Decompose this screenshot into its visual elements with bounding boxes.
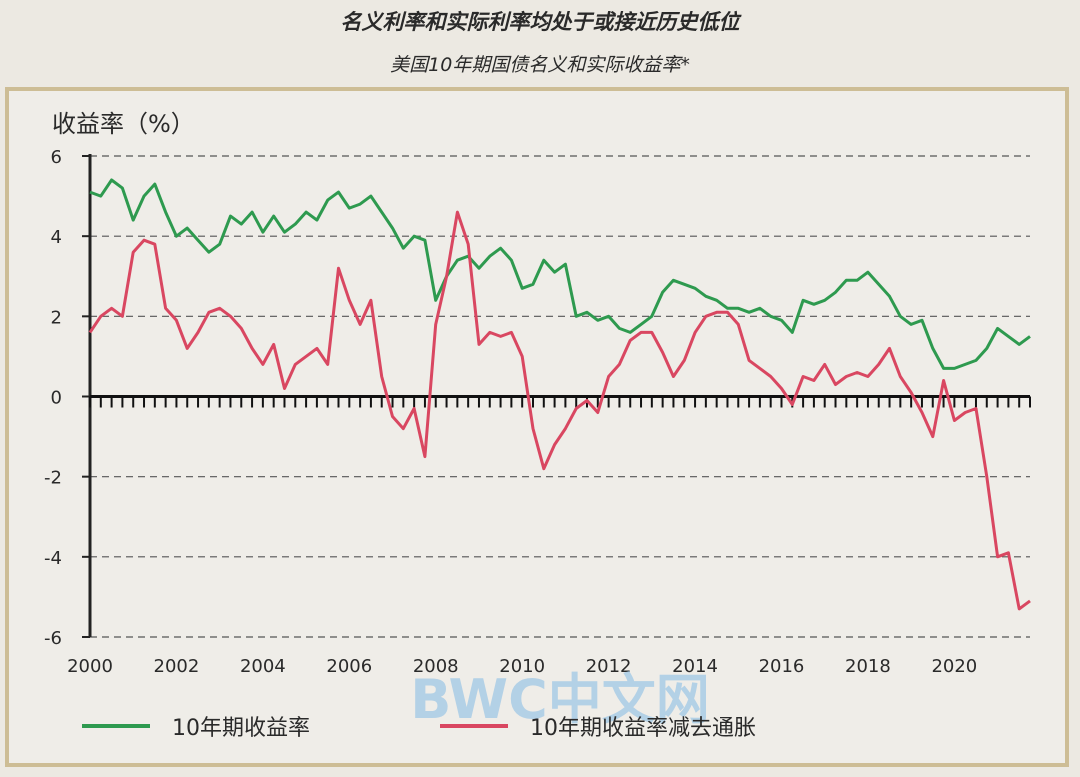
y-tick-label: 4 — [51, 227, 62, 248]
x-tick-label: 2020 — [931, 656, 977, 677]
y-tick-label: 6 — [51, 147, 62, 168]
x-tick-label: 2010 — [499, 656, 545, 677]
watermark: BWC中文网 — [410, 668, 709, 731]
y-tick-label: -6 — [44, 628, 62, 649]
x-tick-label: 2002 — [154, 656, 200, 677]
series-line-nominal — [89, 178, 1031, 370]
series-lines — [88, 178, 1031, 611]
x-tick-label: 2004 — [240, 656, 286, 677]
chart-frame — [5, 87, 1069, 767]
y-tick-label: 0 — [51, 388, 62, 409]
x-tick-label: 2000 — [67, 656, 113, 677]
series-line-real — [88, 210, 1031, 611]
x-tick-label: 2016 — [759, 656, 805, 677]
x-tick-label: 2006 — [326, 656, 372, 677]
x-tick-label: 2018 — [845, 656, 891, 677]
y-tick-label: 2 — [51, 307, 62, 328]
legend-label-real: 10年期收益率减去通胀 — [530, 716, 756, 741]
axes — [82, 154, 1031, 638]
chart-title: 名义利率和实际利率均处于或接近历史低位 — [340, 10, 740, 34]
y-axis-label: 收益率（%） — [52, 110, 195, 138]
x-tick-label: 2014 — [672, 656, 718, 677]
y-tick-label: -4 — [44, 548, 62, 569]
legend-label-nominal: 10年期收益率 — [172, 716, 310, 741]
x-tick-label: 2008 — [413, 656, 459, 677]
x-tick-label: 2012 — [586, 656, 632, 677]
chart-subtitle: 美国10年期国债名义和实际收益率* — [390, 54, 690, 76]
y-tick-label: -2 — [44, 468, 62, 489]
legend: 10年期收益率 10年期收益率减去通胀 — [82, 716, 756, 741]
grid-lines — [90, 155, 1030, 638]
